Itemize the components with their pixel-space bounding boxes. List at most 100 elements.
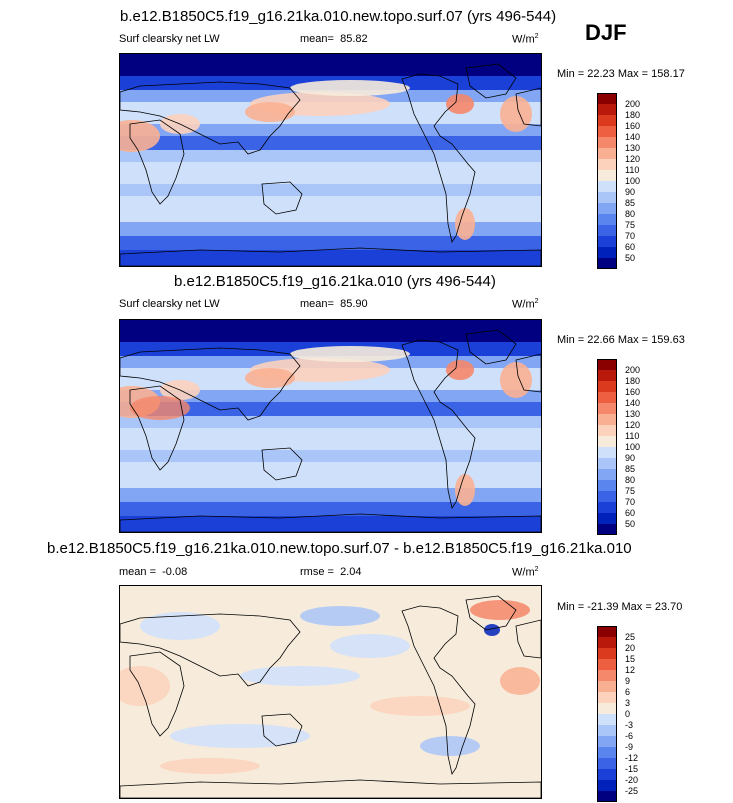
panel1-colorbar-label: 90 [625,187,636,197]
panel1-colorbar-label: 85 [625,198,636,208]
panel1-colorbar-swatch [597,181,617,192]
panel1-minmax: Min = 22.23 Max = 158.17 [557,68,685,80]
panel3-colorbar-swatch [597,670,617,681]
panel1-colorbar-label: 140 [625,132,641,142]
panel2-colorbar-label: 50 [625,519,636,529]
panel3-rmse-label: rmse = [300,566,334,578]
panel3-colorbar-swatch [597,692,617,703]
panel1-colorbar-label: 110 [625,165,640,175]
panel1-colorbar-label: 60 [625,242,636,252]
panel3-colorbar-swatch [597,736,617,747]
panel1-colorbar-swatch [597,148,617,159]
panel1-colorbar-label: 130 [625,143,641,153]
panel1-colorbar-swatch [597,115,617,126]
panel2-colorbar-swatch [597,513,617,524]
panel2-colorbar-label: 110 [625,431,640,441]
panel3-minmax: Min = -21.39 Max = 23.70 [557,601,683,613]
panel2-colorbar-swatch [597,425,617,436]
panel3-colorbar-swatch [597,769,617,780]
panel3-rmse: rmse = 2.04 [300,566,361,578]
panel2-colorbar-label: 100 [625,442,641,452]
panel1-colorbar-label: 120 [625,154,641,164]
panel2-colorbar-label: 160 [625,387,641,397]
panel2-minmax: Min = 22.66 Max = 159.63 [557,334,685,346]
panel1-colorbar-label: 180 [625,110,641,120]
panel2-colorbar-label: 130 [625,409,641,419]
panel1-colorbar-swatch [597,170,617,181]
panel2-colorbar-label: 90 [625,453,636,463]
panel1-colorbar-label: 50 [625,253,636,263]
panel1-colorbar-swatch [597,247,617,258]
panel1-colorbar-label: 70 [625,231,636,241]
panel2-colorbar-swatch [597,458,617,469]
panel1-mean-value: 85.82 [340,33,368,45]
panel3-colorbar-swatch [597,725,617,736]
panel1-title: b.e12.B1850C5.f19_g16.21ka.010.new.topo.… [120,8,557,25]
panel2-colorbar-label: 80 [625,475,636,485]
panel2-colorbar-swatch [597,414,617,425]
panel3-mean-label: mean = [119,566,156,578]
panel2-colorbar-swatch [597,392,617,403]
panel3-map [119,585,542,799]
panel1-colorbar-label: 160 [625,121,641,131]
panel2-mean-value: 85.90 [340,298,368,310]
panel3-colorbar-swatch [597,681,617,692]
panel2-colorbar-swatch [597,447,617,458]
panel3-colorbar-swatch [597,747,617,758]
panel3-colorbar-label: 0 [625,709,631,719]
panel3-colorbar-label: -12 [625,753,639,763]
panel1-mean: mean= 85.82 [300,33,368,45]
panel2-mean: mean= 85.90 [300,298,368,310]
panel3-colorbar-label: 9 [625,676,631,686]
panel1-map [119,53,542,267]
panel1-colorbar-swatch [597,93,617,104]
panel1-colorbar-swatch [597,159,617,170]
panel2-colorbar-swatch [597,359,617,370]
panel3-colorbar-label: -20 [625,775,639,785]
panel2-colorbar-swatch [597,370,617,381]
panel1-colorbar-swatch [597,236,617,247]
panel2-map [119,319,542,533]
panel3-mean: mean = -0.08 [119,566,187,578]
panel2-colorbar-label: 85 [625,464,636,474]
panel2-colorbar-label: 180 [625,376,641,386]
panel1-colorbar-label: 200 [625,99,641,109]
panel3-colorbar-label: 6 [625,687,631,697]
panel3-colorbar-swatch [597,626,617,637]
panel3-colorbar-label: -3 [625,720,634,730]
panel2-colorbar-label: 70 [625,497,636,507]
panel2-colorbar-label: 140 [625,398,641,408]
panel3-colorbar-label: -9 [625,742,634,752]
panel3-colorbar-swatch [597,758,617,769]
panel2-colorbar-swatch [597,381,617,392]
panel2-title: b.e12.B1850C5.f19_g16.21ka.010 (yrs 496-… [174,273,496,290]
panel3-colorbar-label: -6 [625,731,634,741]
panel2-colorbar-label: 200 [625,365,641,375]
panel1-colorbar-swatch [597,225,617,236]
panel1-colorbar-label: 75 [625,220,636,230]
panel3-rmse-value: 2.04 [340,566,362,578]
panel2-colorbar-swatch [597,524,617,535]
panel3-colorbar-swatch [597,648,617,659]
panel1-colorbar-swatch [597,104,617,115]
panel1-colorbar-swatch [597,258,617,269]
panel1-mean-label: mean= [300,33,334,45]
panel3-colorbar-swatch [597,791,617,802]
panel3-colorbar-label: -25 [625,786,639,796]
season-label: DJF [585,20,627,45]
panel3-colorbar-swatch [597,714,617,725]
panel3-colorbar-swatch [597,637,617,648]
panel3-colorbar-label: 15 [625,654,636,664]
panel1-colorbar-label: 100 [625,176,641,186]
panel1-colorbar-swatch [597,192,617,203]
panel2-colorbar-label: 75 [625,486,636,496]
panel2-units: W/m2 [512,298,539,311]
panel2-colorbar-label: 120 [625,420,641,430]
panel3-mean-value: -0.08 [162,566,188,578]
panel1-colorbar-swatch [597,203,617,214]
panel3-colorbar-label: -15 [625,764,639,774]
panel2-colorbar-swatch [597,502,617,513]
panel2-colorbar-swatch [597,469,617,480]
panel3-colorbar-label: 20 [625,643,636,653]
panel2-colorbar-swatch [597,480,617,491]
